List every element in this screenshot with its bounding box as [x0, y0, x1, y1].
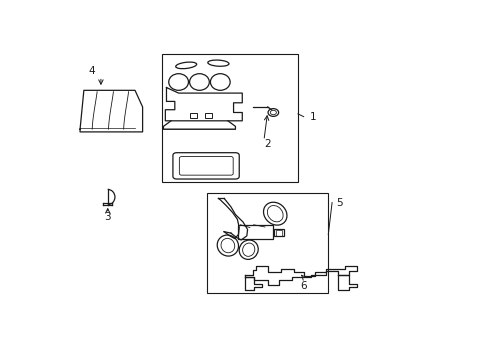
Bar	[274, 229, 284, 237]
Text: 6: 6	[300, 281, 306, 291]
Bar	[275, 230, 282, 235]
Text: 2: 2	[264, 139, 270, 149]
Bar	[161, 54, 297, 182]
Text: 5: 5	[335, 198, 342, 208]
Bar	[206, 193, 327, 293]
Text: 1: 1	[309, 112, 315, 122]
Bar	[205, 113, 211, 118]
Text: 3: 3	[104, 212, 111, 222]
Bar	[189, 113, 196, 118]
Text: 4: 4	[89, 66, 95, 76]
Bar	[238, 225, 272, 239]
